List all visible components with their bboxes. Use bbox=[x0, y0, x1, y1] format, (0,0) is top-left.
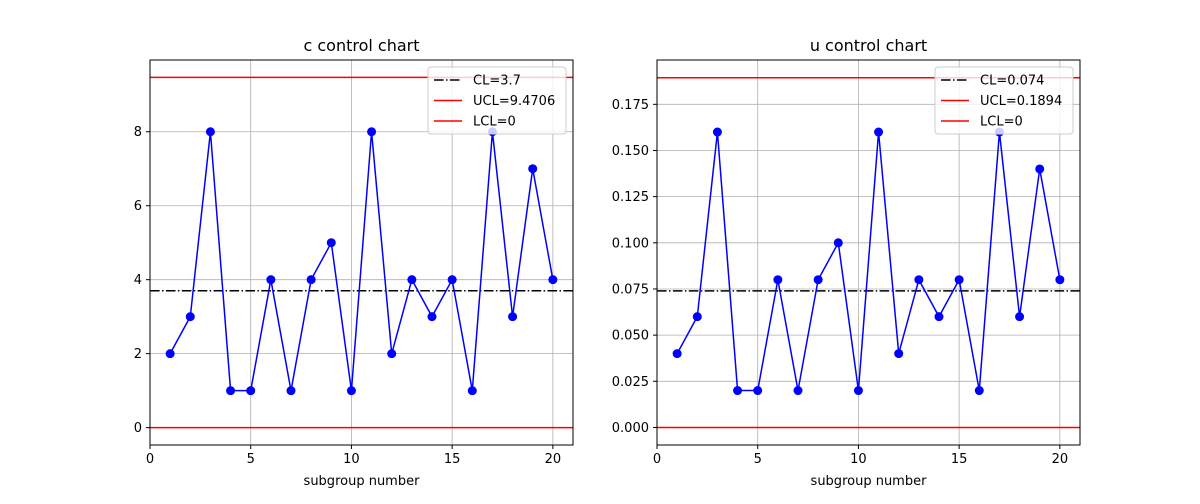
data-point bbox=[367, 127, 377, 137]
y-tick-label: 0.175 bbox=[612, 98, 649, 113]
data-point bbox=[407, 275, 417, 285]
y-tick-label: 0.050 bbox=[612, 329, 649, 344]
data-point bbox=[548, 275, 558, 285]
data-point bbox=[226, 386, 236, 396]
legend-label: LCL=0 bbox=[980, 115, 1023, 130]
data-point bbox=[346, 386, 356, 396]
data-point bbox=[793, 386, 803, 396]
data-point bbox=[1035, 164, 1045, 174]
legend-label: CL=3.7 bbox=[473, 74, 521, 89]
legend-box bbox=[427, 66, 567, 135]
data-point bbox=[246, 386, 256, 396]
legend-label: UCL=9.4706 bbox=[473, 94, 555, 109]
data-point bbox=[914, 275, 924, 285]
legend-label: LCL=0 bbox=[473, 115, 516, 130]
x-tick-label: 15 bbox=[951, 452, 968, 467]
y-tick-label: 8 bbox=[134, 125, 142, 140]
legend-box bbox=[934, 66, 1074, 135]
y-tick-label: 4 bbox=[134, 273, 142, 288]
data-point bbox=[266, 275, 276, 285]
x-tick-label: 5 bbox=[754, 452, 762, 467]
legend: CL=0.074 UCL=0.1894 LCL=0 bbox=[934, 66, 1074, 135]
data-point bbox=[1015, 312, 1025, 322]
y-tick-label: 0.125 bbox=[612, 190, 649, 205]
y-tick-label: 6 bbox=[134, 199, 142, 214]
x-tick-label: 10 bbox=[343, 452, 360, 467]
plot-frame bbox=[656, 59, 1081, 446]
y-tick-label: 2 bbox=[134, 347, 142, 362]
y-tick-label: 0.150 bbox=[612, 144, 649, 159]
data-point bbox=[467, 386, 477, 396]
x-tick-label: 0 bbox=[653, 452, 661, 467]
data-point bbox=[185, 312, 195, 322]
data-point bbox=[833, 238, 843, 248]
x-axis-label: subgroup number bbox=[304, 474, 421, 489]
x-tick-label: 20 bbox=[545, 452, 562, 467]
chart-title: u control chart bbox=[810, 36, 927, 55]
data-point bbox=[427, 312, 437, 322]
data-point bbox=[853, 386, 863, 396]
x-tick-label: 5 bbox=[247, 452, 255, 467]
legend-label: UCL=0.1894 bbox=[980, 94, 1062, 109]
data-point bbox=[447, 275, 457, 285]
data-point bbox=[733, 386, 743, 396]
y-tick-label: 0 bbox=[134, 421, 142, 436]
data-point bbox=[672, 349, 682, 359]
data-point bbox=[753, 386, 763, 396]
chart-panel-1: 0 5 10 15 20 0 2 4 6 8 c control chart subgroup num… bbox=[134, 36, 574, 489]
legend-label: CL=0.074 bbox=[980, 74, 1044, 89]
data-point bbox=[205, 127, 215, 137]
data-point bbox=[286, 386, 296, 396]
data-point bbox=[387, 349, 397, 359]
x-tick-label: 20 bbox=[1052, 452, 1069, 467]
data-point bbox=[954, 275, 964, 285]
data-point bbox=[773, 275, 783, 285]
data-point bbox=[1055, 275, 1065, 285]
data-point bbox=[528, 164, 538, 174]
data-point bbox=[326, 238, 336, 248]
chart-title: c control chart bbox=[303, 36, 419, 55]
y-tick-label: 0.000 bbox=[612, 421, 649, 436]
data-point bbox=[934, 312, 944, 322]
chart-panel-2: 0 5 10 15 20 0.000 0.025 0.050 0.075 0.100 0.125 0.… bbox=[612, 36, 1081, 489]
data-point bbox=[712, 127, 722, 137]
data-point bbox=[813, 275, 823, 285]
x-tick-label: 15 bbox=[444, 452, 461, 467]
legend: CL=3.7 UCL=9.4706 LCL=0 bbox=[427, 66, 567, 135]
x-tick-label: 0 bbox=[146, 452, 154, 467]
plot-frame bbox=[149, 59, 574, 446]
y-tick-label: 0.075 bbox=[612, 282, 649, 297]
x-axis-label: subgroup number bbox=[811, 474, 928, 489]
data-point bbox=[894, 349, 904, 359]
data-point bbox=[974, 386, 984, 396]
y-tick-label: 0.100 bbox=[612, 236, 649, 251]
data-point bbox=[692, 312, 702, 322]
data-point bbox=[508, 312, 518, 322]
x-tick-label: 10 bbox=[850, 452, 867, 467]
y-tick-label: 0.025 bbox=[612, 375, 649, 390]
data-point bbox=[874, 127, 884, 137]
data-point bbox=[306, 275, 316, 285]
data-point bbox=[165, 349, 175, 359]
